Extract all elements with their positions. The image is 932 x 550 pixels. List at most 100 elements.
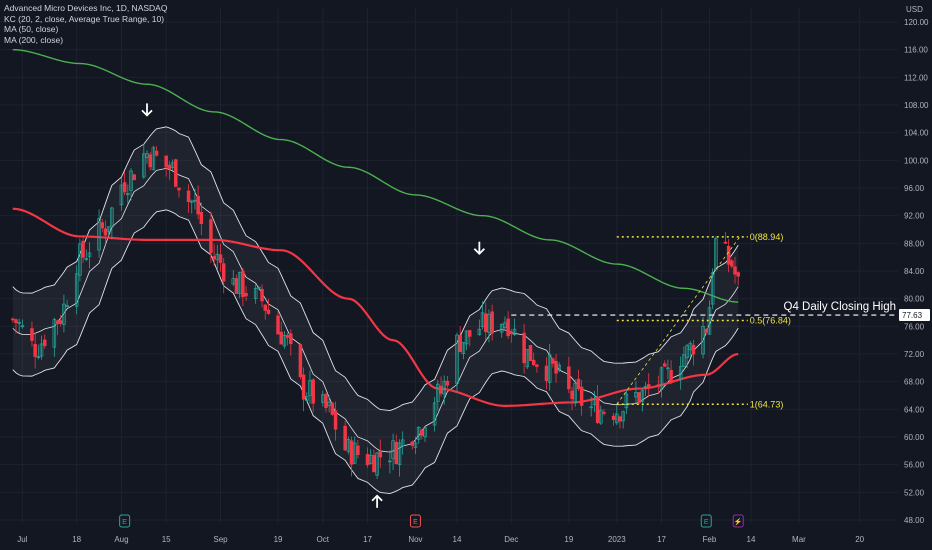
candle-body <box>733 266 737 275</box>
x-tick-label: 14 <box>453 535 462 544</box>
candle-body <box>17 321 21 324</box>
candle-body <box>84 258 89 260</box>
candle-body <box>484 313 488 333</box>
x-tick-label: Aug <box>114 535 128 544</box>
down-arrow-icon <box>473 241 485 255</box>
candle-body <box>646 384 651 389</box>
chart-legend: Advanced Micro Devices Inc, 1D, NASDAQ K… <box>4 3 167 45</box>
candle-body <box>129 170 133 191</box>
x-tick-label: 17 <box>363 535 372 544</box>
price-axis[interactable]: USD 48.00 52.00 56.00 60.00 64.00 68.00 72.00 76… <box>17 0 932 550</box>
candle-body <box>298 344 303 378</box>
candle-body <box>423 427 427 438</box>
dividend-bolt-icon[interactable]: ⚡ <box>732 514 744 528</box>
earnings-icon[interactable]: E <box>119 514 131 528</box>
candle-body <box>691 344 696 355</box>
candle-body <box>212 255 216 260</box>
ma50-indicator-label[interactable]: MA (50, close) <box>4 24 59 34</box>
candle-body <box>20 325 25 328</box>
symbol-title[interactable]: Advanced Micro Devices Inc, 1D, NASDAQ <box>4 3 168 13</box>
arrow-annotations <box>141 103 485 508</box>
earnings-icon[interactable]: E <box>700 514 712 528</box>
earnings-icon[interactable]: E <box>409 514 421 528</box>
candle-body <box>193 199 197 202</box>
candle-body <box>368 454 373 464</box>
candle-body <box>714 238 718 271</box>
candle-body <box>576 378 581 390</box>
candle-body <box>308 380 312 396</box>
ma200-indicator-label[interactable]: MA (200, close) <box>4 34 64 45</box>
candle-body <box>621 411 625 422</box>
candle-body <box>413 442 418 448</box>
candle-body <box>33 343 37 357</box>
y-tick-label: 56.00 <box>904 461 925 470</box>
candle-body <box>327 401 331 407</box>
candle-body <box>14 319 18 323</box>
candle-body <box>276 315 280 335</box>
candle-body <box>321 394 325 403</box>
candle-body <box>400 439 405 447</box>
candle-body <box>704 329 709 333</box>
candle-body <box>174 159 178 187</box>
ma200-line <box>12 48 739 303</box>
candle-body <box>557 364 562 371</box>
candle-body <box>289 333 293 345</box>
candle-body <box>461 342 466 354</box>
candle-body <box>241 270 245 298</box>
candle-body <box>730 260 734 267</box>
candle-body <box>506 318 510 337</box>
fib-level-label: 0.5(76.84) <box>750 316 791 326</box>
candle-body <box>349 440 354 465</box>
candle-body <box>688 343 693 351</box>
candle-body <box>682 354 686 367</box>
event-markers[interactable]: E E E ⚡ <box>119 514 744 528</box>
y-tick-label: 72.00 <box>904 350 925 359</box>
x-tick-label: 19 <box>564 535 573 544</box>
candle-body <box>167 164 172 170</box>
y-tick-label: 96.00 <box>904 184 925 193</box>
candle-body <box>237 271 242 294</box>
x-tick-label: Dec <box>504 535 518 544</box>
x-tick-label: 2023 <box>608 535 626 544</box>
candle-body <box>512 328 517 336</box>
candle-body <box>710 272 715 305</box>
down-arrow-icon <box>141 103 153 117</box>
candle-body <box>164 155 168 168</box>
candle-body <box>615 413 619 424</box>
svg-text:E: E <box>122 519 127 526</box>
y-tick-label: 84.00 <box>904 267 925 276</box>
candle-body <box>74 273 79 307</box>
y-tick-label: 92.00 <box>904 212 925 221</box>
candle-body <box>215 253 220 261</box>
candle-body <box>263 304 267 311</box>
x-tick-label: 15 <box>162 535 171 544</box>
candle-body <box>637 392 641 404</box>
candle-body <box>151 147 156 171</box>
candle-body <box>678 366 683 380</box>
candle-body <box>55 320 60 325</box>
candle-body <box>375 452 379 476</box>
candle-body <box>531 359 536 366</box>
candle-body <box>477 328 482 336</box>
candle-body <box>416 427 421 440</box>
candle-body <box>122 182 127 193</box>
candle-body <box>388 460 392 463</box>
y-tick-label: 104.00 <box>904 129 929 138</box>
candle-body <box>356 445 360 455</box>
candle-body <box>39 343 44 357</box>
candle-body <box>36 356 41 358</box>
candle-body <box>490 311 494 334</box>
candle-body <box>397 442 402 466</box>
candle-body <box>509 331 514 335</box>
y-tick-label: 80.00 <box>904 295 925 304</box>
candle-body <box>624 393 629 409</box>
candle-body <box>611 415 616 420</box>
candle-body <box>410 441 414 446</box>
candle-body <box>196 195 200 215</box>
candle-body <box>279 331 283 345</box>
candle-body <box>455 334 459 384</box>
kc-indicator-label[interactable]: KC (20, 2, close, Average True Range, 10… <box>4 13 165 24</box>
y-tick-label: 88.00 <box>904 239 925 248</box>
x-tick-label: Oct <box>317 535 330 544</box>
